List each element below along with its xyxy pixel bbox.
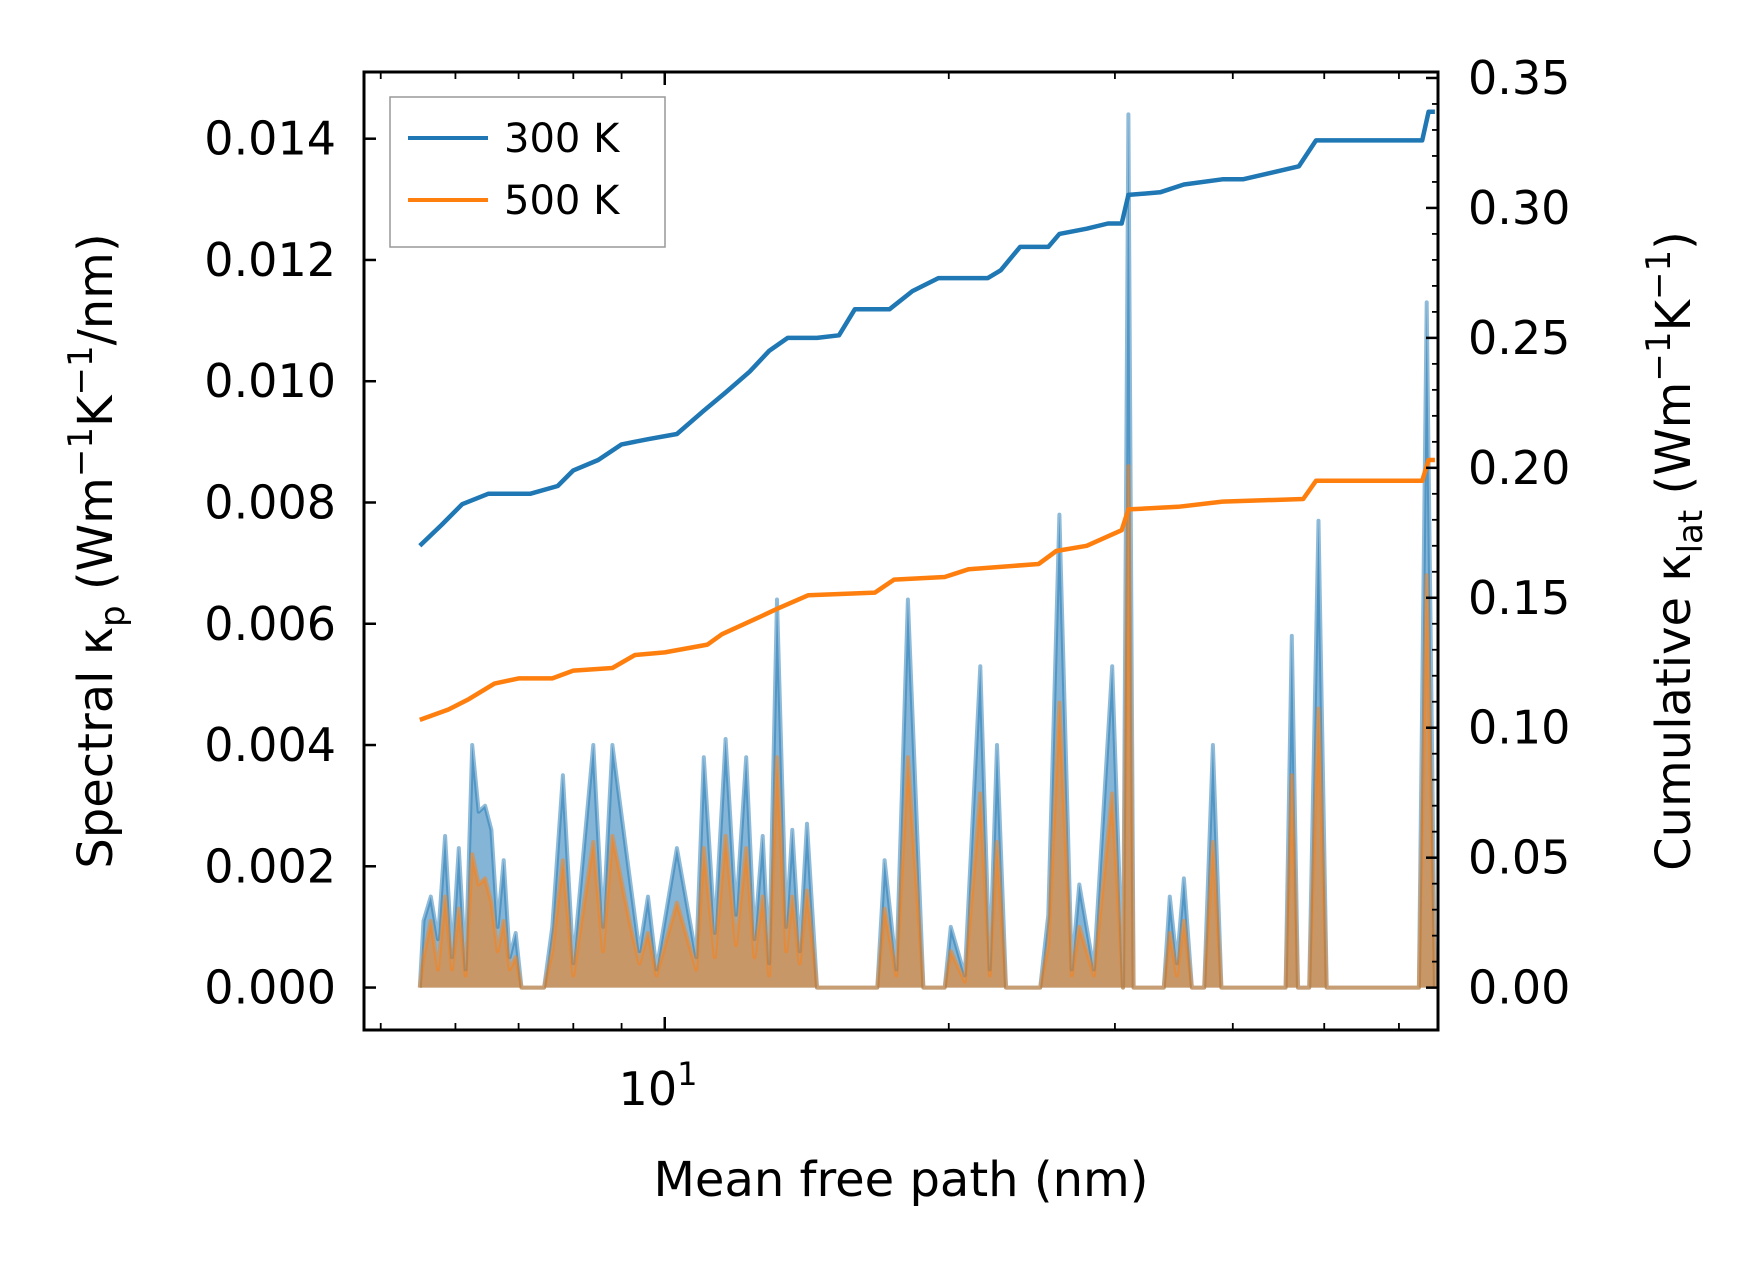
spectral-line-500k: [417, 464, 1437, 990]
legend: 300 K 500 K: [389, 96, 666, 248]
left-tick-label: 0.004: [204, 718, 336, 772]
left-tick-label: 0.002: [204, 839, 336, 893]
cumulative-line-layer: [418, 109, 1435, 723]
legend-box: [389, 96, 666, 248]
left-tick-label: 0.014: [204, 112, 336, 166]
spectral-line-layer: [417, 112, 1437, 990]
left-tick-label: 0.010: [204, 354, 336, 408]
legend-label-500k: 500 K: [504, 178, 621, 224]
right-tick-label: 0.20: [1468, 441, 1570, 495]
cumulative-line-300k: [418, 109, 1435, 548]
legend-label-300k: 300 K: [504, 116, 621, 162]
x-tick-label: 101: [619, 1055, 698, 1116]
left-axis-title: Spectral κp (Wm−1K−1/nm): [61, 233, 133, 868]
left-tick-label: 0.012: [204, 233, 336, 287]
right-tick-label: 0.15: [1468, 571, 1570, 625]
left-tick-label: 0.008: [204, 475, 336, 529]
plot-frame: [362, 70, 1440, 1032]
right-tick-label: 0.05: [1468, 831, 1570, 885]
x-axis-title: Mean free path (nm): [654, 1152, 1149, 1208]
right-tick-label: 0.10: [1468, 701, 1570, 755]
x-tick-exponent: 1: [677, 1055, 697, 1093]
left-tick-label: 0.006: [204, 597, 336, 651]
cumulative-line-500k: [419, 457, 1435, 723]
right-tick-label: 0.00: [1468, 961, 1570, 1015]
right-tick-label: 0.35: [1468, 51, 1570, 105]
left-tick-label: 0.000: [204, 961, 336, 1015]
right-axis-title: Cumulative κlat (Wm−1K−1): [1639, 231, 1711, 871]
right-tick-label: 0.25: [1468, 311, 1570, 365]
right-tick-label: 0.30: [1468, 181, 1570, 235]
